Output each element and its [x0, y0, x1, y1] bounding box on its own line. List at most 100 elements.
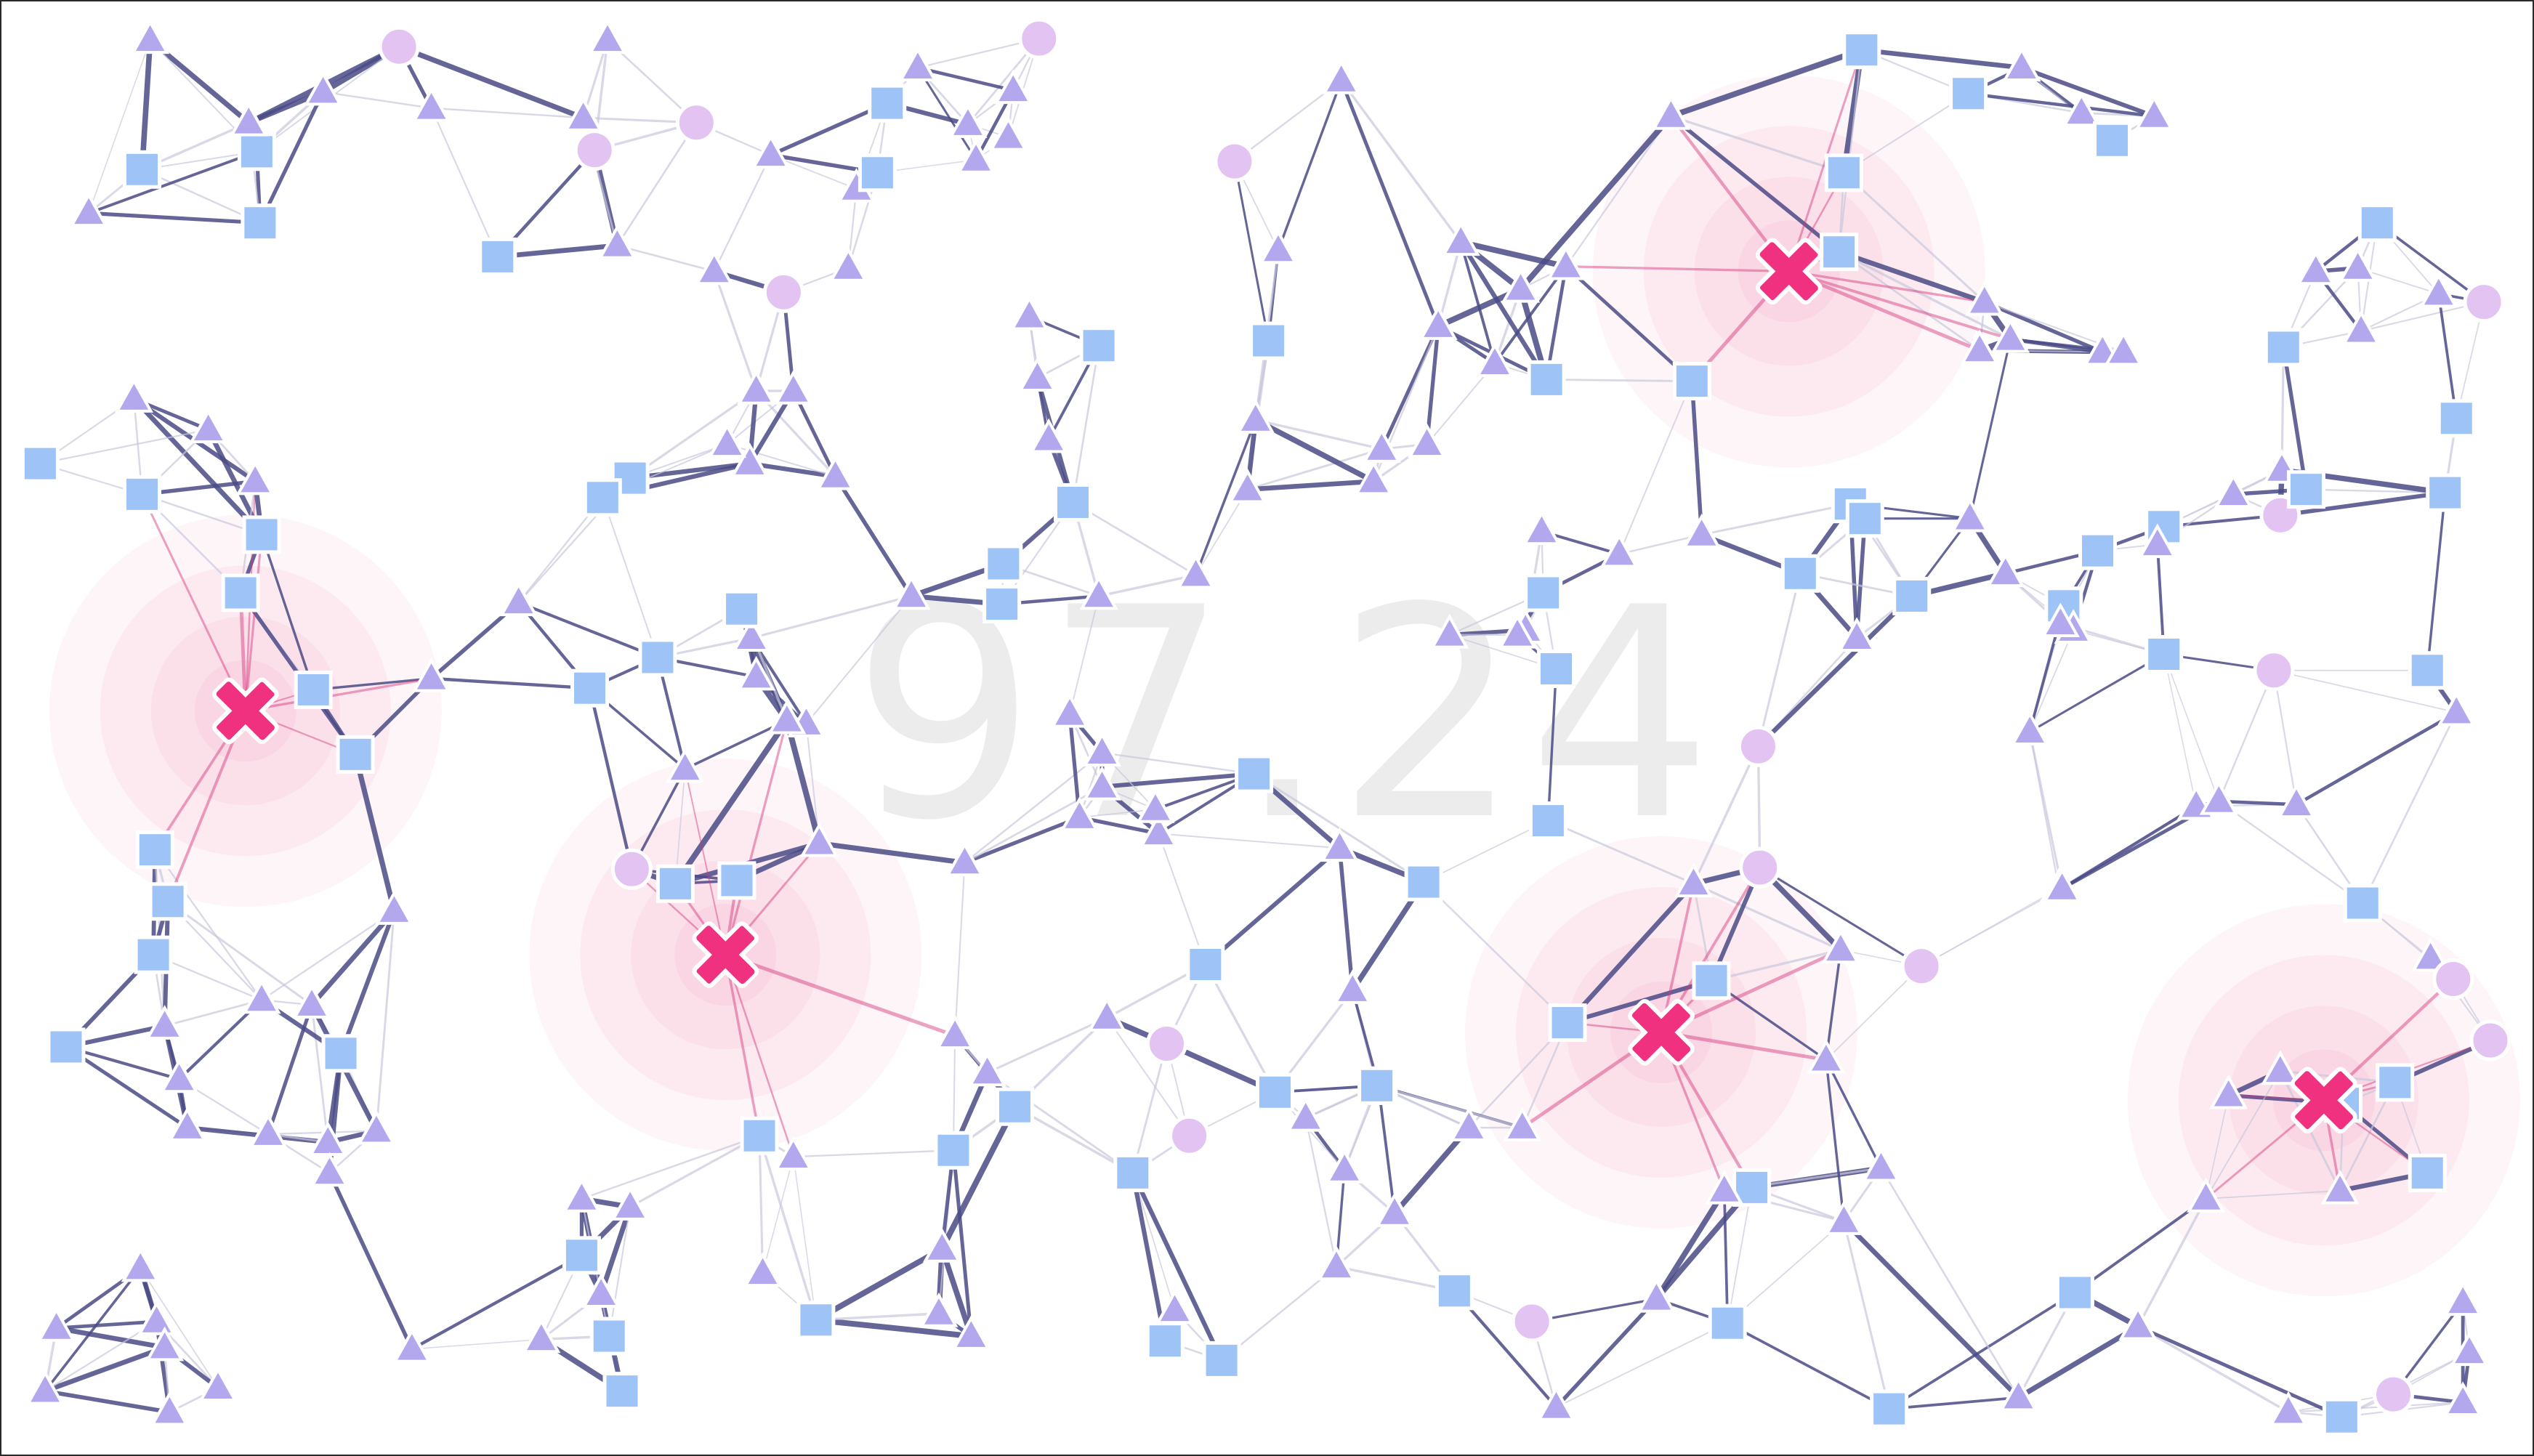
- circle-node[interactable]: [1737, 725, 1779, 767]
- triangle-node[interactable]: [1354, 460, 1393, 496]
- triangle-node[interactable]: [310, 1152, 350, 1187]
- triangle-node[interactable]: [2296, 250, 2336, 286]
- triangle-node[interactable]: [1705, 1169, 1744, 1205]
- square-node[interactable]: [638, 638, 677, 677]
- circle-node[interactable]: [675, 102, 717, 144]
- triangle-node[interactable]: [2341, 310, 2381, 345]
- square-node[interactable]: [1949, 74, 1988, 113]
- square-node[interactable]: [740, 1116, 779, 1155]
- triangle-node[interactable]: [892, 575, 931, 610]
- square-node[interactable]: [134, 935, 173, 974]
- circle-node[interactable]: [1900, 945, 1942, 987]
- triangle-node[interactable]: [1286, 1096, 1325, 1132]
- square-node[interactable]: [122, 474, 161, 514]
- triangle-node[interactable]: [581, 1273, 621, 1308]
- triangle-node[interactable]: [743, 1252, 783, 1287]
- circle-node[interactable]: [1146, 1022, 1188, 1064]
- triangle-node[interactable]: [1087, 996, 1126, 1032]
- circle-node[interactable]: [2469, 1019, 2511, 1061]
- circle-node[interactable]: [2463, 281, 2505, 323]
- triangle-node[interactable]: [160, 1058, 199, 1093]
- triangle-node[interactable]: [1317, 1245, 1356, 1281]
- triangle-node[interactable]: [1407, 423, 1447, 458]
- square-node[interactable]: [294, 670, 333, 709]
- square-node[interactable]: [135, 830, 174, 870]
- triangle-node[interactable]: [737, 370, 776, 405]
- square-node[interactable]: [2078, 531, 2118, 570]
- square-node[interactable]: [1536, 650, 1575, 689]
- triangle-node[interactable]: [956, 139, 996, 174]
- triangle-node[interactable]: [562, 1178, 602, 1213]
- triangle-node[interactable]: [799, 822, 839, 857]
- triangle-node[interactable]: [1824, 1200, 1863, 1235]
- triangle-node[interactable]: [968, 1051, 1007, 1087]
- square-node[interactable]: [241, 203, 280, 243]
- square-node[interactable]: [1079, 326, 1118, 365]
- target-x-mark[interactable]: [676, 905, 775, 1004]
- square-node[interactable]: [1870, 1389, 1909, 1428]
- triangle-node[interactable]: [249, 1113, 288, 1148]
- square-node[interactable]: [1256, 1072, 1295, 1112]
- triangle-node[interactable]: [1362, 428, 1401, 463]
- square-node[interactable]: [2286, 470, 2325, 509]
- triangle-node[interactable]: [1060, 796, 1099, 831]
- square-node[interactable]: [858, 153, 897, 193]
- triangle-node[interactable]: [522, 1318, 561, 1354]
- triangle-node[interactable]: [69, 192, 108, 227]
- triangle-node[interactable]: [1837, 617, 1876, 652]
- circle-node[interactable]: [1214, 140, 1256, 182]
- triangle-node[interactable]: [2118, 1305, 2158, 1340]
- triangle-node[interactable]: [137, 1301, 177, 1335]
- square-node[interactable]: [2408, 1153, 2447, 1192]
- circle-node[interactable]: [2432, 958, 2474, 1000]
- triangle-node[interactable]: [37, 1306, 76, 1342]
- square-node[interactable]: [1435, 1271, 1474, 1311]
- circle-node[interactable]: [573, 129, 616, 171]
- triangle-node[interactable]: [2041, 602, 2080, 638]
- triangle-node[interactable]: [1029, 418, 1068, 453]
- triangle-node[interactable]: [1228, 468, 1267, 503]
- square-node[interactable]: [2322, 1397, 2361, 1436]
- triangle-node[interactable]: [392, 1327, 432, 1363]
- triangle-node[interactable]: [2104, 331, 2143, 366]
- square-node[interactable]: [1186, 945, 1225, 984]
- triangle-node[interactable]: [1674, 862, 1714, 898]
- triangle-node[interactable]: [1155, 1289, 1195, 1324]
- triangle-node[interactable]: [945, 841, 985, 877]
- square-node[interactable]: [336, 735, 375, 774]
- triangle-node[interactable]: [707, 423, 747, 458]
- square-node[interactable]: [221, 573, 260, 612]
- triangle-node[interactable]: [767, 699, 807, 735]
- square-node[interactable]: [1524, 573, 1563, 612]
- triangle-node[interactable]: [242, 979, 281, 1014]
- square-node[interactable]: [583, 478, 622, 517]
- triangle-node[interactable]: [751, 134, 791, 169]
- triangle-node[interactable]: [1503, 1107, 1542, 1141]
- square-node[interactable]: [570, 668, 610, 708]
- square-node[interactable]: [122, 150, 161, 189]
- triangle-node[interactable]: [695, 250, 734, 286]
- square-node[interactable]: [1145, 1322, 1185, 1361]
- triangle-node[interactable]: [1430, 613, 1469, 649]
- square-node[interactable]: [1845, 499, 1884, 538]
- square-node[interactable]: [20, 444, 60, 483]
- triangle-node[interactable]: [2209, 1074, 2248, 1109]
- square-node[interactable]: [1235, 754, 1274, 793]
- square-node[interactable]: [1249, 321, 1288, 360]
- square-node[interactable]: [1202, 1340, 1241, 1380]
- triangle-node[interactable]: [114, 378, 153, 413]
- triangle-node[interactable]: [597, 224, 637, 259]
- triangle-node[interactable]: [229, 101, 268, 137]
- triangle-node[interactable]: [1807, 1038, 1846, 1074]
- square-node[interactable]: [602, 1372, 642, 1411]
- triangle-node[interactable]: [1050, 692, 1089, 728]
- square-node[interactable]: [2437, 399, 2476, 438]
- square-node[interactable]: [717, 861, 756, 900]
- triangle-node[interactable]: [919, 1292, 959, 1327]
- square-node[interactable]: [1054, 482, 1093, 522]
- circle-node[interactable]: [2373, 1373, 2415, 1415]
- triangle-node[interactable]: [1449, 1107, 1488, 1141]
- triangle-node[interactable]: [2042, 867, 2082, 902]
- square-node[interactable]: [995, 1087, 1034, 1126]
- triangle-node[interactable]: [737, 655, 776, 691]
